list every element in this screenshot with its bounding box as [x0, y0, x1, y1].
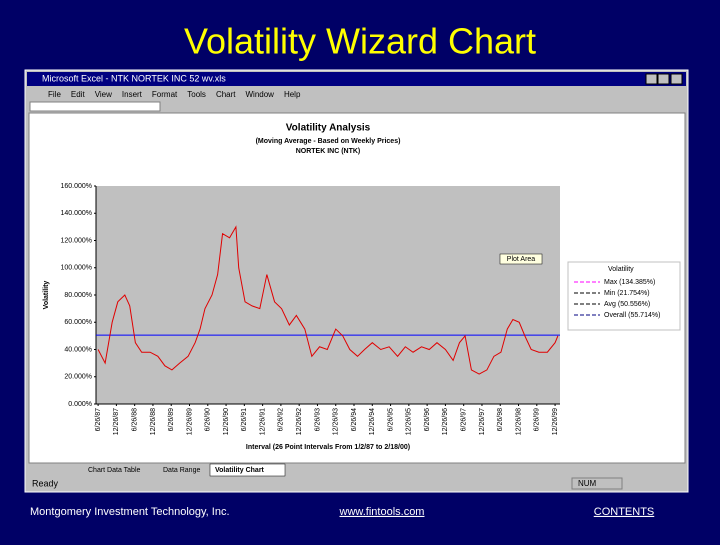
x-tick-label: 12/26/94 — [369, 408, 376, 435]
slide-title: Volatility Wizard Chart — [184, 21, 536, 62]
y-tick-label: 140.000% — [60, 210, 92, 217]
status-text: Ready — [32, 478, 59, 488]
y-tick-label: 100.000% — [60, 265, 92, 272]
window-title: Microsoft Excel - NTK NORTEK INC 52 wv.x… — [42, 73, 226, 83]
x-tick-label: 6/26/91 — [241, 408, 248, 431]
x-tick-label: 6/26/95 — [387, 408, 394, 431]
x-tick-label: 12/26/95 — [406, 408, 413, 435]
legend-label: Avg (50.556%) — [604, 301, 650, 308]
toolbar-box — [29, 101, 161, 112]
legend-label: Max (134.385%) — [604, 279, 655, 286]
x-tick-label: 12/26/97 — [479, 408, 486, 435]
x-axis-label: Interval (26 Point Intervals From 1/2/87… — [246, 444, 410, 451]
y-axis-label: Volatility — [43, 281, 50, 310]
chart-subtitle: NORTEK INC (NTK) — [296, 148, 361, 155]
legend-title: Volatility — [608, 266, 634, 273]
legend — [567, 261, 681, 331]
menu-item[interactable]: View — [95, 90, 112, 99]
volatility-line — [97, 225, 559, 375]
legend-label: Overall (55.714%) — [604, 312, 660, 319]
x-tick-label: 12/26/87 — [113, 408, 120, 435]
menu-item[interactable]: Format — [152, 90, 178, 99]
sheet-tab[interactable]: Volatility Chart — [215, 467, 265, 474]
y-tick-label: 120.000% — [60, 237, 92, 244]
menu-item[interactable]: Tools — [187, 90, 206, 99]
minimize-button[interactable] — [645, 73, 658, 85]
legend-label: Min (21.754%) — [604, 290, 650, 297]
tab-bar — [27, 464, 686, 476]
y-tick-label: 160.000% — [60, 183, 92, 190]
menu-item[interactable]: Help — [284, 90, 301, 99]
status-panel — [571, 477, 623, 490]
chart-title: Volatility Analysis — [286, 123, 371, 134]
y-tick-label: 20.000% — [64, 374, 92, 381]
x-tick-label: 6/26/87 — [95, 408, 102, 431]
sheet-tab[interactable]: Chart Data Table — [88, 467, 141, 474]
menu-item[interactable]: File — [48, 90, 61, 99]
menu-bar: File Edit View Insert Format Tools Chart Window… — [48, 90, 301, 99]
y-tick-label: 0.000% — [68, 401, 92, 408]
x-tick-label: 6/26/90 — [205, 408, 212, 431]
x-tick-label: 6/26/89 — [168, 408, 175, 431]
status-num: NUM — [578, 479, 597, 488]
close-button[interactable] — [670, 73, 683, 85]
chart-subtitle: (Moving Average - Based on Weekly Prices… — [256, 138, 401, 145]
maximize-button[interactable] — [657, 73, 670, 85]
x-tick-label: 12/26/90 — [223, 408, 230, 435]
x-tick-label: 12/26/89 — [186, 408, 193, 435]
menu-item[interactable]: Edit — [71, 90, 86, 99]
tooltip — [499, 253, 543, 265]
x-tick-label: 12/26/93 — [333, 408, 340, 435]
x-tick-label: 12/26/88 — [150, 408, 157, 435]
title-bar — [27, 72, 686, 86]
y-tick-label: 40.000% — [64, 346, 92, 353]
x-tick-label: 6/26/94 — [351, 408, 358, 431]
x-tick-label: 6/26/92 — [278, 408, 285, 431]
x-tick-label: 6/26/96 — [424, 408, 431, 431]
menu-item[interactable]: Chart — [216, 90, 236, 99]
menu-item[interactable]: Insert — [122, 90, 143, 99]
x-tick-label: 6/26/98 — [497, 408, 504, 431]
window-buttons — [645, 73, 683, 85]
x-tick-label: 12/26/99 — [552, 408, 559, 435]
footer-link[interactable]: www.fintools.com — [339, 506, 425, 518]
x-tick-label: 12/26/98 — [515, 408, 522, 435]
x-tick-label: 12/26/96 — [442, 408, 449, 435]
y-tick-label: 60.000% — [64, 319, 92, 326]
x-tick-label: 6/26/97 — [461, 408, 468, 431]
sheet-tab[interactable]: Data Range — [163, 467, 200, 474]
plot-area — [96, 186, 560, 404]
menu-item[interactable]: Window — [246, 90, 275, 99]
x-tick-label: 6/26/99 — [534, 408, 541, 431]
y-tick-label: 80.000% — [64, 292, 92, 299]
footer-company: Montgomery Investment Technology, Inc. — [30, 506, 230, 518]
x-tick-label: 6/26/93 — [314, 408, 321, 431]
tooltip-text: Plot Area — [507, 256, 536, 263]
x-tick-label: 12/26/91 — [259, 408, 266, 435]
active-tab[interactable] — [209, 463, 286, 477]
x-tick-label: 6/26/88 — [132, 408, 139, 431]
contents-link[interactable]: CONTENTS — [594, 506, 655, 518]
x-tick-label: 12/26/92 — [296, 408, 303, 435]
